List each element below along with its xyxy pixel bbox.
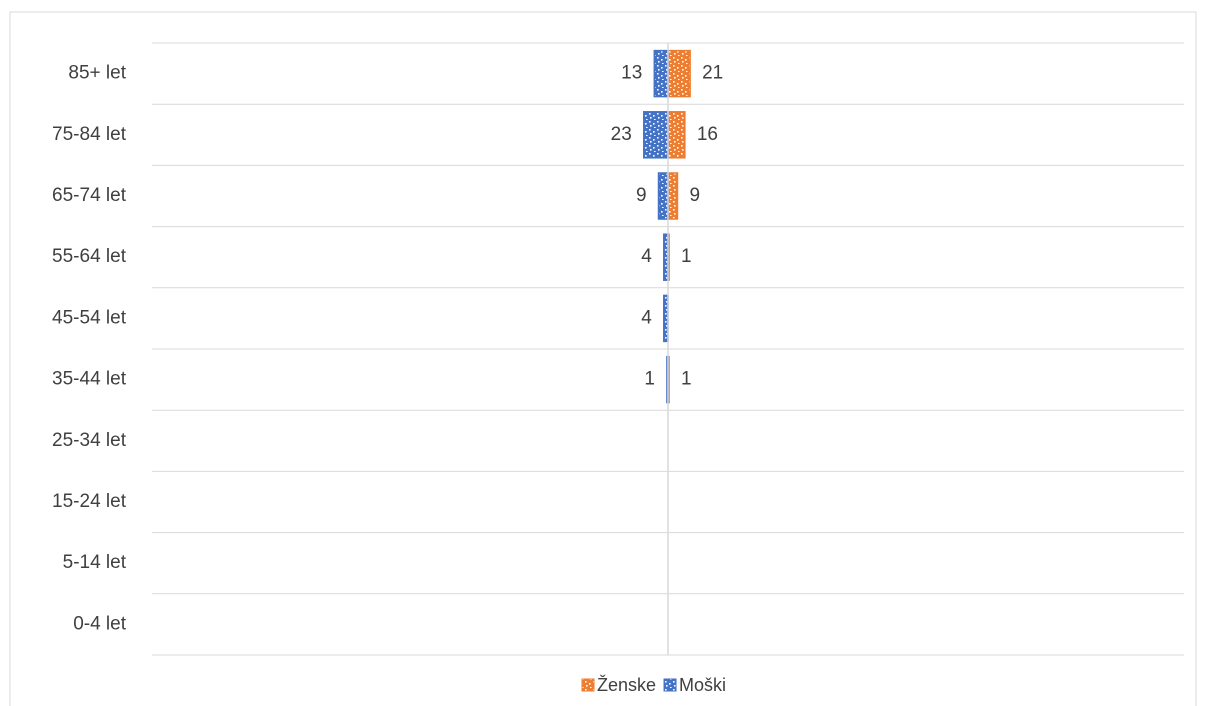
data-label: 16 [697, 124, 718, 145]
bar [643, 111, 669, 159]
legend-label: Moški [679, 675, 726, 695]
y-tick-label: 25-34 let [52, 430, 127, 451]
y-tick-label: 5-14 let [63, 552, 127, 573]
data-label: 4 [641, 246, 652, 267]
data-label: 9 [636, 185, 647, 206]
data-label: 23 [611, 124, 632, 145]
y-tick-label: 55-64 let [52, 246, 127, 267]
chart-frame [9, 11, 1197, 706]
y-tick-label: 45-54 let [52, 307, 127, 328]
data-label: 1 [681, 246, 692, 267]
bar [653, 49, 669, 98]
data-label: 9 [689, 185, 700, 206]
data-label: 1 [644, 369, 655, 390]
y-tick-label: 0-4 let [73, 613, 127, 634]
y-tick-label: 35-44 let [52, 369, 127, 390]
data-label: 13 [621, 63, 642, 84]
legend-swatch [581, 678, 595, 692]
legend-label: Ženske [597, 675, 656, 695]
legend-swatch [663, 678, 677, 692]
data-label: 1 [681, 369, 692, 390]
bar [667, 49, 691, 98]
data-label: 21 [702, 63, 723, 84]
y-tick-label: 65-74 let [52, 185, 127, 206]
bar [667, 172, 679, 220]
y-tick-label: 85+ let [68, 63, 126, 84]
legend: Ženske Moški [581, 675, 726, 695]
bar [657, 172, 669, 220]
data-label: 4 [641, 307, 652, 328]
y-tick-label: 75-84 let [52, 124, 127, 145]
bar [667, 111, 686, 159]
y-tick-label: 15-24 let [52, 491, 127, 512]
